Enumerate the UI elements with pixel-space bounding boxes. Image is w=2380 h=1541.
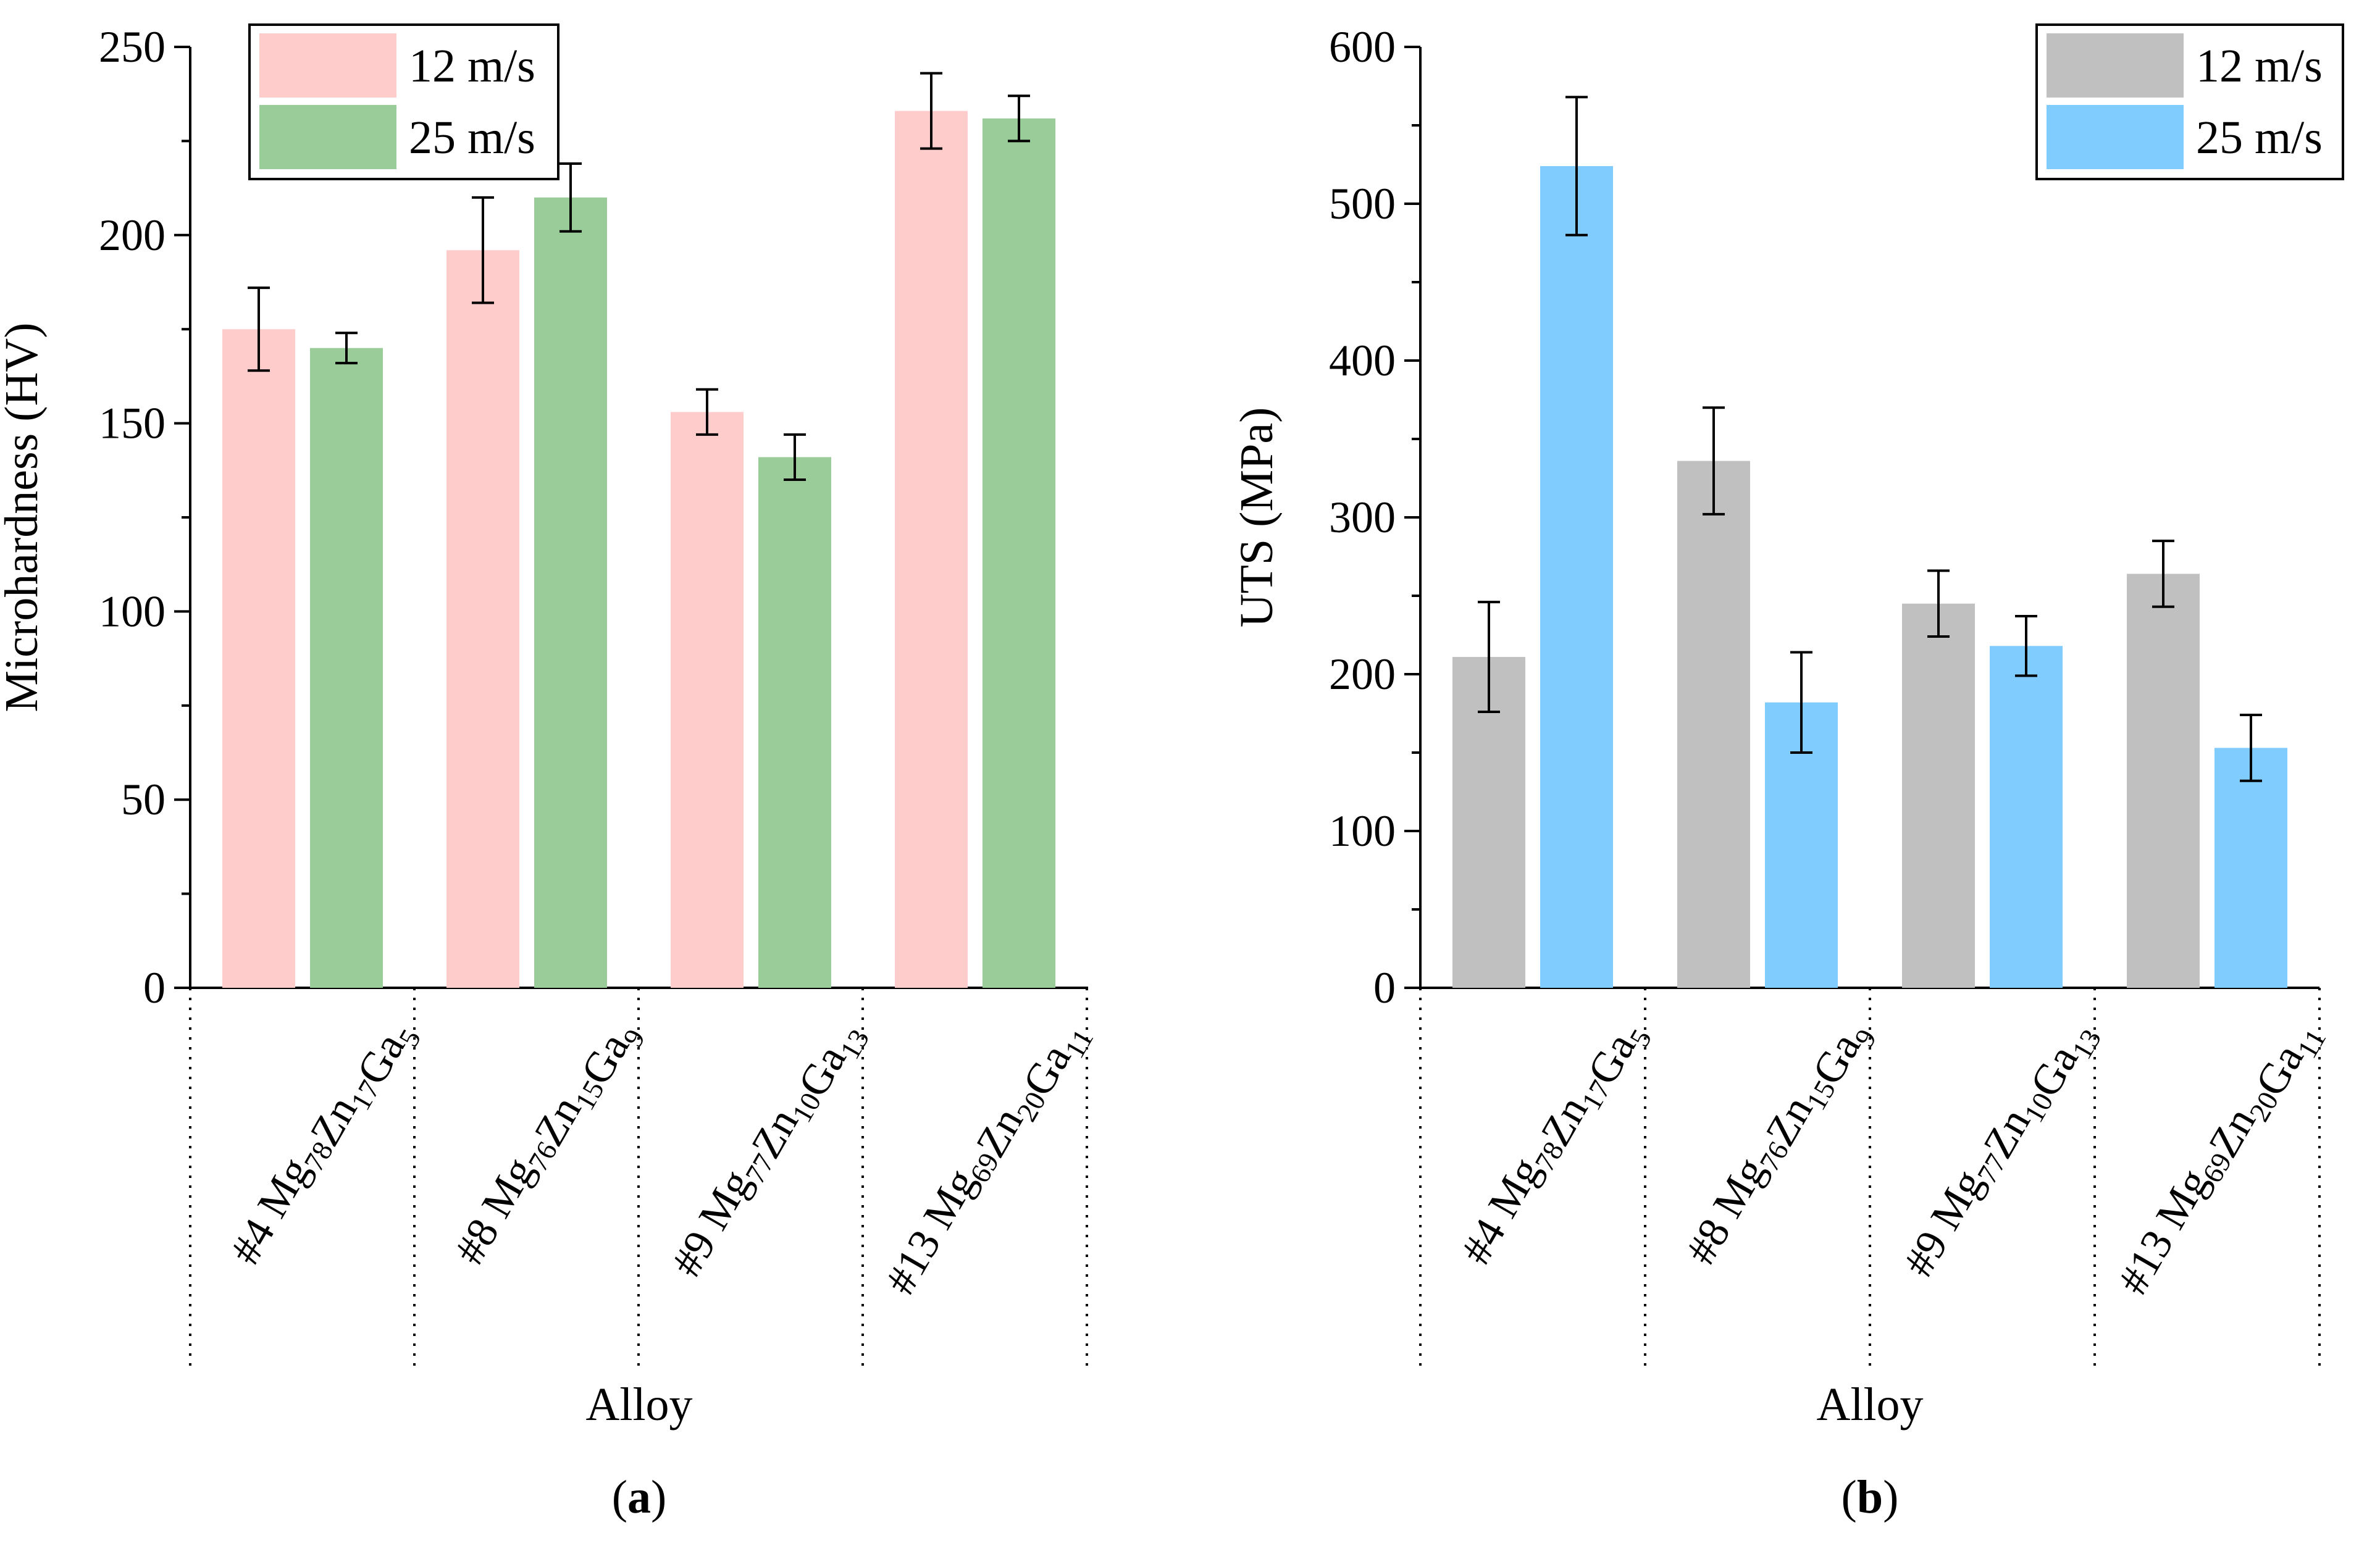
chart-a-bar <box>983 118 1055 988</box>
chart-b-bar <box>2214 748 2287 988</box>
chart-a-y-tick-label: 150 <box>99 399 166 448</box>
chart-b-category-label: #8 Mg76Zn15Ga9 <box>1677 1003 1883 1285</box>
chart-a-y-tick-label: 50 <box>121 775 166 824</box>
chart-b-y-axis-title: UTS (MPa) <box>1231 407 1283 628</box>
chart-b-legend-label: 25 m/s <box>2196 112 2323 164</box>
chart-b-y-tick-label: 0 <box>1373 963 1396 1013</box>
chart-b-y-tick-label: 200 <box>1329 649 1396 699</box>
chart-a-microhardness: 0 50 100 150 200 250 Microhardness (HV) #4 Mg78… <box>0 22 1099 1523</box>
chart-a-bar <box>895 111 968 988</box>
chart-b-panel-paren-close: ) <box>1883 1471 1898 1523</box>
chart-b-category-label: #13 Mg69Zn20Ga11 <box>2109 1003 2332 1316</box>
chart-a-category-label: #4 Mg78Zn17Ga5 <box>222 1003 427 1285</box>
chart-b-uts: 0 100 200 300 400 500 600 UTS (MPa) #4 Mg78Zn17G… <box>1231 22 2344 1523</box>
chart-b-panel-paren-open: ( <box>1842 1471 1857 1523</box>
chart-b-legend-swatch <box>2047 105 2184 169</box>
chart-b-category-label: #4 Mg78Zn17Ga5 <box>1452 1003 1658 1285</box>
chart-a-category-label: #8 Mg76Zn15Ga9 <box>446 1003 652 1285</box>
chart-b-bar <box>1540 166 1613 988</box>
chart-b-bar <box>1990 646 2063 988</box>
chart-b-x-axis-title: Alloy <box>1816 1379 1923 1430</box>
chart-a-bar <box>534 197 607 988</box>
chart-b-legend-label: 12 m/s <box>2196 40 2323 92</box>
chart-b-y-tick-label: 100 <box>1329 806 1396 856</box>
chart-a-legend-swatch <box>259 33 396 98</box>
chart-a-y-tick-label: 100 <box>99 587 166 636</box>
chart-b-y-tick-label: 400 <box>1329 336 1396 385</box>
chart-a-panel-paren-close: ) <box>651 1471 666 1523</box>
chart-a-bar <box>222 329 295 988</box>
chart-a-panel-letter: a <box>627 1471 651 1523</box>
chart-a-bar <box>671 412 744 988</box>
chart-a-y-tick-label: 0 <box>143 963 166 1013</box>
chart-b-bar <box>1677 461 1750 988</box>
chart-a-bar <box>758 457 831 988</box>
chart-b-bar <box>2127 574 2200 988</box>
chart-b-y-tick-label: 500 <box>1329 179 1396 228</box>
chart-a-legend-swatch <box>259 105 396 169</box>
chart-b-category-label: #9 Mg77Zn10Ga13 <box>1895 1003 2107 1298</box>
chart-b-panel-letter: b <box>1857 1471 1883 1523</box>
chart-a-legend-label: 12 m/s <box>409 40 535 92</box>
chart-a-bar <box>310 348 383 988</box>
chart-b-bar <box>1902 603 1975 988</box>
chart-b-legend-swatch <box>2047 33 2184 98</box>
chart-a-legend-label: 25 m/s <box>409 112 535 164</box>
chart-a-x-axis-title: Alloy <box>585 1379 692 1430</box>
chart-a-y-axis-title: Microhardness (HV) <box>0 322 48 712</box>
chart-a-category-label: #9 Mg77Zn10Ga13 <box>663 1003 875 1298</box>
chart-a-panel-label: (a) <box>612 1471 667 1523</box>
chart-b-panel-label: (b) <box>1842 1471 1899 1523</box>
chart-b-y-tick-label: 600 <box>1329 22 1396 72</box>
chart-b-y-tick-label: 300 <box>1329 493 1396 542</box>
chart-a-category-label: #13 Mg69Zn20Ga11 <box>876 1003 1099 1316</box>
chart-a-y-tick-label: 250 <box>99 22 166 72</box>
chart-a-panel-paren-open: ( <box>612 1471 627 1523</box>
chart-a-y-tick-label: 200 <box>99 211 166 260</box>
chart-a-bar <box>446 250 519 988</box>
